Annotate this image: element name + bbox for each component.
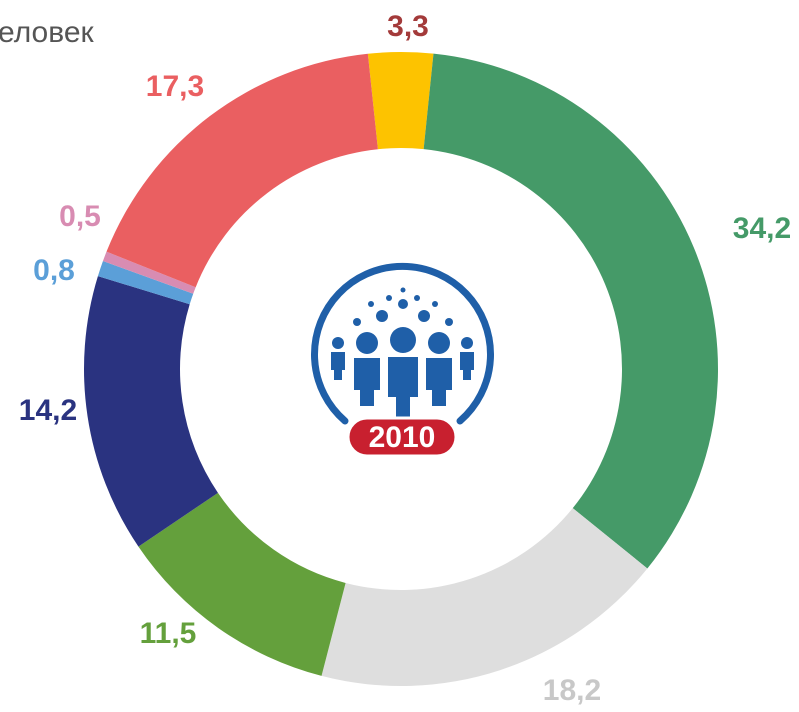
slice	[321, 508, 648, 686]
donut	[83, 51, 719, 686]
data-label: 17,3	[146, 70, 204, 103]
slice	[83, 276, 218, 547]
chart-title: еловек	[0, 16, 95, 49]
slice	[138, 492, 346, 676]
slice	[102, 251, 196, 294]
data-label: 14,2	[19, 394, 77, 427]
data-label: 0,5	[59, 200, 101, 233]
logo: 2010	[311, 262, 494, 458]
logo-text: 2010	[369, 421, 436, 454]
data-label: 18,2	[543, 674, 601, 707]
slice	[97, 260, 194, 305]
data-label: 34,2	[733, 212, 791, 245]
data-label: 3,3	[387, 10, 429, 43]
slice	[106, 53, 378, 288]
data-label: 11,5	[140, 617, 197, 650]
slice	[423, 53, 719, 569]
data-label: 0,8	[33, 254, 75, 287]
slice	[367, 51, 434, 150]
